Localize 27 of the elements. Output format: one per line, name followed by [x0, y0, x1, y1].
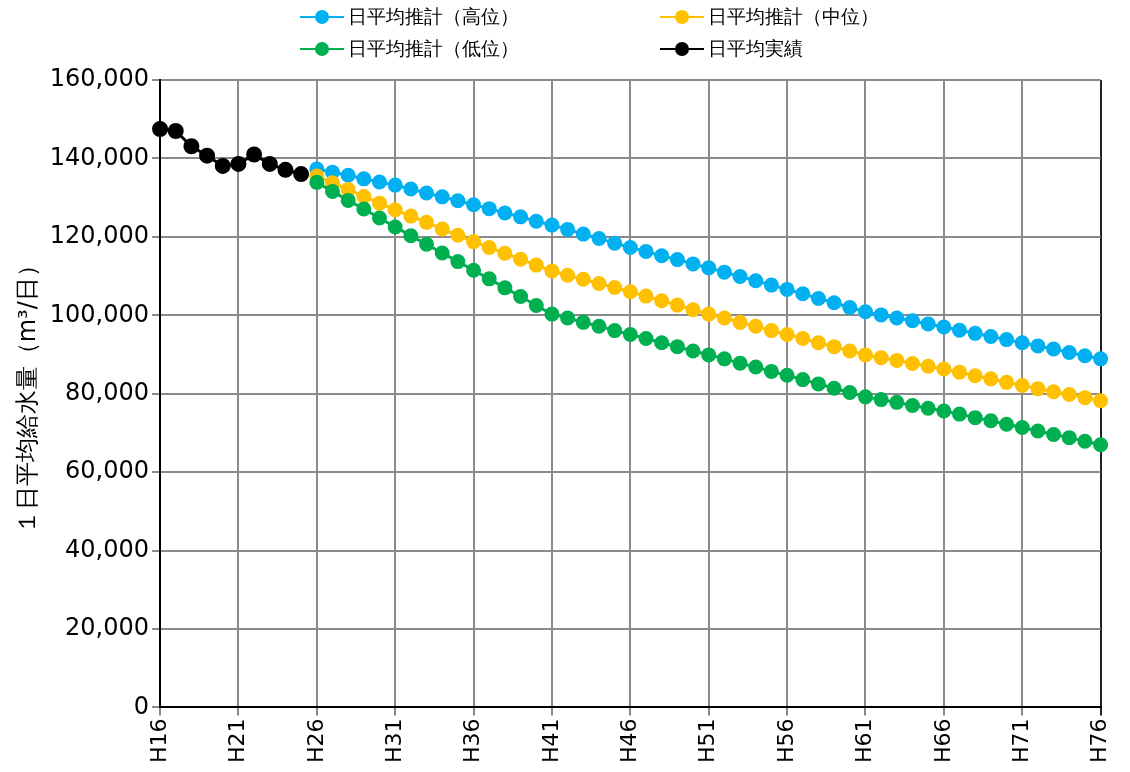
x-tick-label: H46: [616, 718, 642, 764]
y-axis-title: １日平均給水量（m³/日）: [12, 253, 41, 535]
x-tick-label: H56: [772, 718, 798, 764]
y-tick-label: 40,000: [65, 534, 150, 563]
legend-label: 日平均推計（高位）: [348, 4, 519, 29]
x-tick-label: H76: [1086, 718, 1112, 764]
x-tick-label: H36: [459, 718, 485, 764]
x-tick-label: H26: [302, 718, 328, 764]
legend-label: 日平均推計（中位）: [708, 4, 879, 29]
x-tick-label: H51: [694, 718, 720, 764]
y-tick-label: 120,000: [49, 221, 150, 250]
legend-label: 日平均実績: [708, 36, 803, 61]
x-tick-label: H71: [1007, 718, 1033, 764]
y-tick-label: 100,000: [49, 299, 150, 328]
y-tick-label: 80,000: [65, 377, 150, 406]
y-tick-label: 160,000: [49, 64, 150, 93]
x-tick-label: H66: [929, 718, 955, 764]
legend-label: 日平均推計（低位）: [348, 36, 519, 61]
x-tick-label: H61: [851, 718, 877, 764]
y-tick-label: 60,000: [65, 456, 150, 485]
y-tick-label: 0: [133, 691, 150, 720]
x-tick-label: H41: [537, 718, 563, 764]
x-tick-label: H21: [224, 718, 250, 764]
y-tick-label: 140,000: [49, 142, 150, 171]
x-tick-label: H31: [380, 718, 406, 764]
y-tick-label: 20,000: [65, 613, 150, 642]
x-tick-label: H16: [145, 718, 171, 764]
